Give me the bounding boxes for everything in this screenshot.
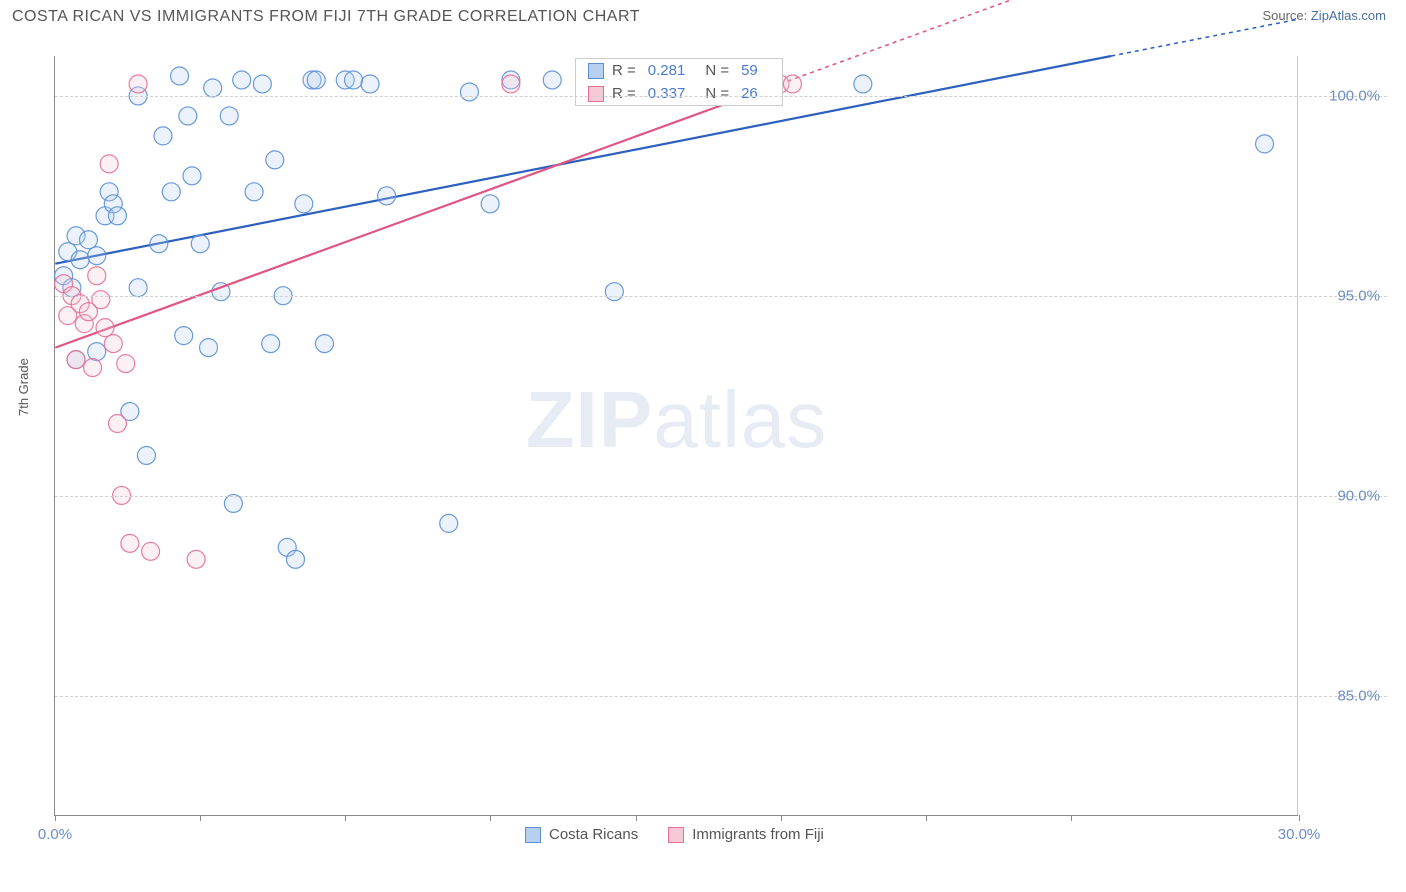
scatter-point (100, 155, 118, 173)
x-tick (1299, 815, 1300, 821)
x-tick (926, 815, 927, 821)
legend-item: Costa Ricans (525, 826, 638, 843)
chart-svg (55, 56, 1298, 815)
legend-stat-row: R =0.281 N =59 (576, 59, 782, 82)
scatter-point (378, 187, 396, 205)
scatter-point (121, 534, 139, 552)
x-tick (200, 815, 201, 821)
scatter-point (502, 75, 520, 93)
correlation-chart: 7th Grade ZIPatlas R =0.281 N =59 R =0.3… (46, 56, 1386, 816)
scatter-point (92, 291, 110, 309)
x-tick (55, 815, 56, 821)
scatter-point (204, 79, 222, 97)
y-tick-label: 100.0% (1329, 88, 1380, 105)
scatter-point (129, 279, 147, 297)
legend-stat-row: R =0.337 N =26 (576, 82, 782, 105)
scatter-point (295, 195, 313, 213)
x-tick-label: 30.0% (1278, 826, 1321, 843)
legend-item: Immigrants from Fiji (668, 826, 824, 843)
scatter-point (266, 151, 284, 169)
scatter-point (162, 183, 180, 201)
scatter-point (287, 550, 305, 568)
scatter-point (361, 75, 379, 93)
scatter-point (854, 75, 872, 93)
scatter-point (316, 335, 334, 353)
y-tick-label: 90.0% (1337, 488, 1380, 505)
scatter-point (245, 183, 263, 201)
legend-swatch (525, 827, 541, 843)
scatter-point (96, 319, 114, 337)
source-link[interactable]: ZipAtlas.com (1311, 8, 1386, 23)
scatter-point (67, 351, 85, 369)
scatter-point (224, 494, 242, 512)
scatter-point (187, 550, 205, 568)
scatter-point (253, 75, 271, 93)
series-legend: Costa Ricans Immigrants from Fiji (525, 826, 824, 843)
scatter-point (220, 107, 238, 125)
x-tick (781, 815, 782, 821)
scatter-point (233, 71, 251, 89)
scatter-point (262, 335, 280, 353)
scatter-point (88, 267, 106, 285)
scatter-point (71, 251, 89, 269)
scatter-point (129, 75, 147, 93)
scatter-point (137, 446, 155, 464)
scatter-point (84, 359, 102, 377)
scatter-point (150, 235, 168, 253)
y-tick-label: 95.0% (1337, 288, 1380, 305)
scatter-point (460, 83, 478, 101)
scatter-point (543, 71, 561, 89)
scatter-point (117, 355, 135, 373)
scatter-point (191, 235, 209, 253)
scatter-point (1256, 135, 1274, 153)
scatter-point (171, 67, 189, 85)
scatter-point (183, 167, 201, 185)
scatter-point (307, 71, 325, 89)
scatter-point (104, 335, 122, 353)
gridline (55, 296, 1387, 297)
legend-swatch (588, 86, 604, 102)
scatter-point (440, 514, 458, 532)
trendline (55, 84, 780, 348)
scatter-point (179, 107, 197, 125)
x-tick (345, 815, 346, 821)
x-tick (1071, 815, 1072, 821)
stats-legend: R =0.281 N =59 R =0.337 N =26 (575, 58, 783, 106)
gridline (55, 96, 1387, 97)
source-attribution: Source: ZipAtlas.com (1262, 8, 1386, 23)
x-tick-label: 0.0% (38, 826, 72, 843)
legend-swatch (588, 63, 604, 79)
scatter-point (79, 231, 97, 249)
chart-title: COSTA RICAN VS IMMIGRANTS FROM FIJI 7TH … (12, 8, 640, 26)
scatter-point (175, 327, 193, 345)
scatter-point (88, 343, 106, 361)
scatter-point (154, 127, 172, 145)
y-tick-label: 85.0% (1337, 688, 1380, 705)
legend-swatch (668, 827, 684, 843)
scatter-point (142, 542, 160, 560)
scatter-point (88, 247, 106, 265)
x-tick (490, 815, 491, 821)
y-axis-label: 7th Grade (16, 358, 31, 416)
scatter-point (481, 195, 499, 213)
scatter-point (108, 207, 126, 225)
scatter-point (200, 339, 218, 357)
scatter-point (344, 71, 362, 89)
gridline (55, 696, 1387, 697)
x-tick (636, 815, 637, 821)
scatter-point (783, 75, 801, 93)
scatter-point (605, 283, 623, 301)
gridline (55, 496, 1387, 497)
scatter-point (108, 415, 126, 433)
plot-area: ZIPatlas R =0.281 N =59 R =0.337 N =26 C… (54, 56, 1298, 816)
